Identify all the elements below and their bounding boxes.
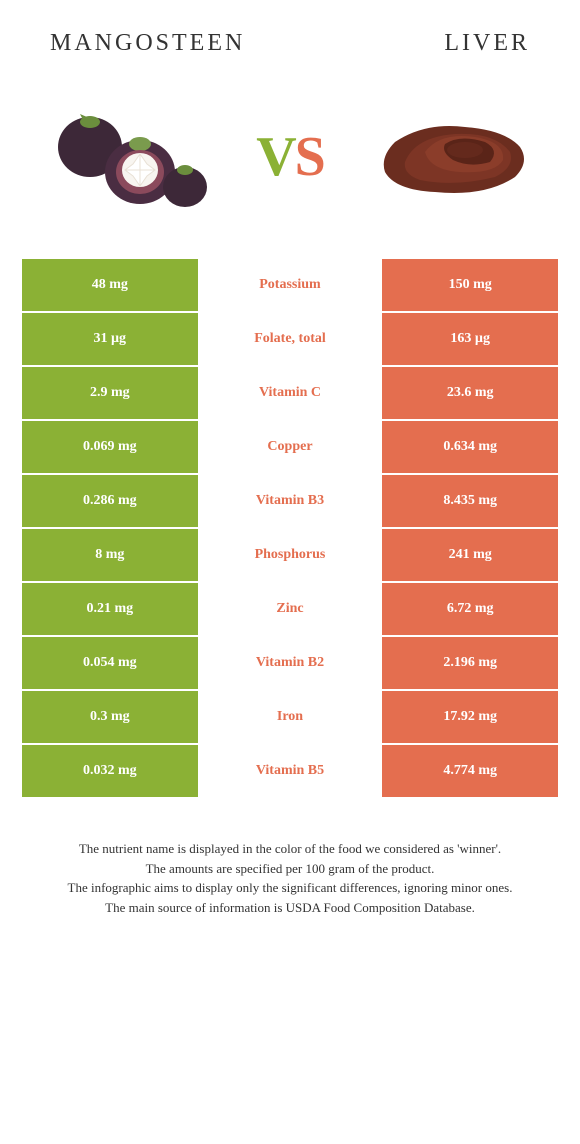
nutrient-label: Zinc	[200, 583, 381, 635]
value-right: 4.774 mg	[382, 745, 558, 797]
table-row: 8 mgPhosphorus241 mg	[22, 529, 558, 581]
value-right: 163 µg	[382, 313, 558, 365]
table-row: 0.21 mgZinc6.72 mg	[22, 583, 558, 635]
liver-image	[360, 87, 540, 227]
value-left: 31 µg	[22, 313, 198, 365]
nutrient-label: Folate, total	[200, 313, 381, 365]
title-left: MANGOSTEEN	[50, 30, 245, 57]
value-left: 0.286 mg	[22, 475, 198, 527]
table-row: 0.286 mgVitamin B38.435 mg	[22, 475, 558, 527]
value-left: 48 mg	[22, 259, 198, 311]
vs-label: VS	[256, 125, 324, 189]
nutrient-label: Vitamin B2	[200, 637, 381, 689]
nutrient-label: Potassium	[200, 259, 381, 311]
nutrient-label: Phosphorus	[200, 529, 381, 581]
table-row: 2.9 mgVitamin C23.6 mg	[22, 367, 558, 419]
value-left: 8 mg	[22, 529, 198, 581]
footnote-line: The main source of information is USDA F…	[30, 898, 550, 918]
value-left: 0.21 mg	[22, 583, 198, 635]
footnote: The nutrient name is displayed in the co…	[20, 799, 560, 927]
value-right: 2.196 mg	[382, 637, 558, 689]
nutrient-label: Vitamin C	[200, 367, 381, 419]
mangosteen-image	[40, 87, 220, 227]
value-right: 8.435 mg	[382, 475, 558, 527]
value-left: 0.054 mg	[22, 637, 198, 689]
footnote-line: The infographic aims to display only the…	[30, 878, 550, 898]
value-left: 2.9 mg	[22, 367, 198, 419]
nutrient-label: Vitamin B3	[200, 475, 381, 527]
table-row: 48 mgPotassium150 mg	[22, 259, 558, 311]
title-right: LIVER	[444, 30, 530, 57]
value-right: 150 mg	[382, 259, 558, 311]
nutrient-label: Copper	[200, 421, 381, 473]
vs-section: VS	[20, 77, 560, 257]
nutrient-label: Iron	[200, 691, 381, 743]
value-right: 23.6 mg	[382, 367, 558, 419]
nutrient-label: Vitamin B5	[200, 745, 381, 797]
vs-s: S	[295, 126, 324, 188]
footnote-line: The nutrient name is displayed in the co…	[30, 839, 550, 859]
value-left: 0.3 mg	[22, 691, 198, 743]
value-right: 17.92 mg	[382, 691, 558, 743]
nutrient-table: 48 mgPotassium150 mg31 µgFolate, total16…	[20, 257, 560, 799]
table-row: 0.3 mgIron17.92 mg	[22, 691, 558, 743]
value-right: 0.634 mg	[382, 421, 558, 473]
footnote-line: The amounts are specified per 100 gram o…	[30, 859, 550, 879]
table-row: 0.032 mgVitamin B54.774 mg	[22, 745, 558, 797]
table-row: 0.054 mgVitamin B22.196 mg	[22, 637, 558, 689]
value-right: 6.72 mg	[382, 583, 558, 635]
header: MANGOSTEEN LIVER	[20, 20, 560, 77]
value-left: 0.032 mg	[22, 745, 198, 797]
table-row: 31 µgFolate, total163 µg	[22, 313, 558, 365]
table-row: 0.069 mgCopper0.634 mg	[22, 421, 558, 473]
vs-v: V	[256, 126, 294, 188]
value-right: 241 mg	[382, 529, 558, 581]
value-left: 0.069 mg	[22, 421, 198, 473]
